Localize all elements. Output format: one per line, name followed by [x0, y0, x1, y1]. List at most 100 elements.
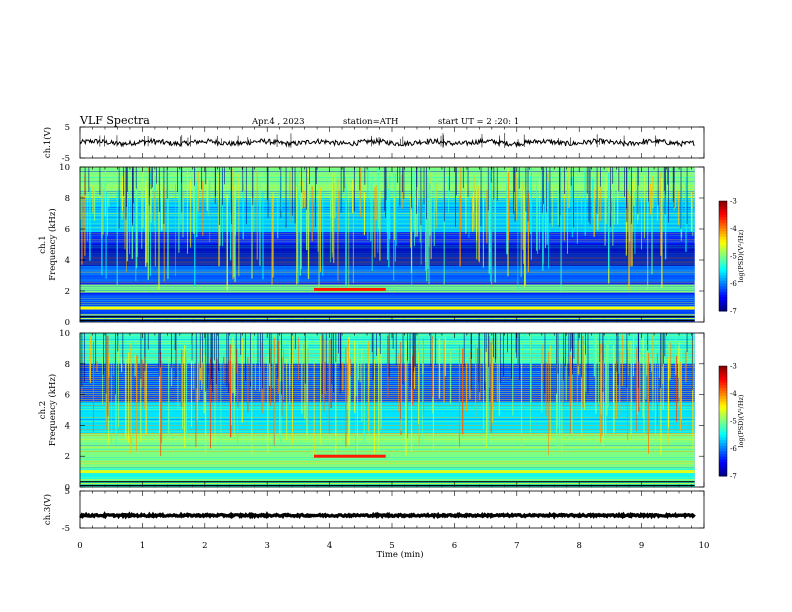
ch2-spectrogram-low-stripe [80, 482, 695, 485]
ch2-spectrogram-ytick-label: 8 [65, 360, 70, 370]
ch2-colorbar: -3 -4 -5 -6 -7 log(PSD)(V²/Hz) [718, 363, 745, 481]
ch1-spectrogram-colorbar-step [719, 275, 727, 279]
ch2-spectrogram-colorbar-step [719, 388, 727, 392]
ch1-spectrogram-colorbar-step [719, 250, 727, 254]
ch2-spectrogram-colorbar-tick: -4 [730, 390, 737, 398]
ch2-spectrogram-colorbar-step [719, 456, 727, 460]
ch1-waveform-ylabel: ch.1(V) [42, 127, 53, 158]
ch2-spectrogram-colorbar-frame [718, 365, 728, 477]
ch3-waveform-ytick-label: -5 [62, 524, 70, 534]
ch2-spectrogram-panel: 0 2 4 6 8 10 ch.2 Frequency (kHz) [38, 329, 705, 493]
ch1-spectrogram-colorbar-step [719, 269, 727, 273]
ch2-spectrogram-colorbar-step [719, 399, 727, 403]
x-tick-label: 9 [639, 541, 644, 551]
ch1-spectrogram-colorbar-step [719, 267, 727, 271]
ch1-spectrogram-colorbar-step [719, 291, 727, 295]
ch1-spectrogram-colorbar-step [719, 256, 727, 260]
ch2-spectrogram-colorbar-step [719, 404, 727, 408]
ch2-spectrogram-colorbar-step [719, 434, 727, 438]
ch1-spectrogram-colorbar-step [719, 201, 727, 205]
ch2-spectrogram-low-stripe [80, 481, 695, 483]
ch1-spectrogram-colorbar-step [719, 280, 727, 284]
ch2-spectrogram-colorbar-step [719, 390, 727, 394]
ch1-spectrogram-ytick-label: 8 [65, 194, 70, 204]
ch2-spectrogram-colorbar-step [719, 454, 727, 458]
station-label: station=ATH [343, 117, 398, 127]
ch1-spectrogram-colorbar-tick: -6 [730, 280, 737, 288]
ch2-spectrogram-colorbar-step [719, 412, 727, 416]
ch2-spectrogram-colorbar-step [719, 410, 727, 414]
ch1-spectrogram-colorbar-tick: -7 [730, 308, 737, 316]
ch1-spectrogram-colorbar-step [719, 206, 727, 210]
ch1-spectrogram-ytick-label: 10 [59, 163, 70, 173]
ch2-spectrogram-colorbar-step [719, 465, 727, 469]
ch1-spectrogram-colorbar-step [719, 242, 727, 246]
ch1-spectrogram-colorbar-frame [718, 200, 728, 312]
ch1-spectrogram-colorbar-step [719, 258, 727, 262]
ch1-spectrogram-colorbar-step [719, 236, 727, 240]
ch1-spectrogram-colorbar-label: log(PSD)(V²/Hz) [737, 229, 745, 282]
ch1-spectrogram-colorbar-step [719, 214, 727, 218]
ch2-spectrogram-colorbar-step [719, 448, 727, 452]
ch1-spectrogram-colorbar-step [719, 305, 727, 309]
ch1-spectrogram-colorbar-step [719, 239, 727, 243]
ch2-spectrogram-low-stripe [80, 484, 695, 487]
ch1-spectrogram-band [80, 284, 695, 293]
ch2-spectrogram-colorbar-tick: -6 [730, 445, 737, 453]
ch2-spectrogram-colorbar-step [719, 451, 727, 455]
ch3-waveform-frame [79, 490, 705, 529]
ch2-spectrogram-colorbar-step [719, 429, 727, 433]
ch1-spectrogram-colorbar-step [719, 308, 727, 312]
ch1-spectrogram-low-stripe [80, 316, 695, 318]
ch2-spectrogram-colorbar-step [719, 377, 727, 381]
ch2-spectrogram-colorbar-step [719, 467, 727, 471]
ch2-spectrogram-low-stripe [80, 479, 695, 481]
ch2-spectrogram-colorbar-step [719, 423, 727, 427]
ch2-spectrogram-colorbar-step [719, 459, 727, 463]
ch2-spectrogram-band [80, 433, 695, 469]
x-tick-label: 3 [264, 541, 269, 551]
x-tick-label: 5 [389, 541, 394, 551]
ch2-spectrogram-colorbar-step [719, 473, 727, 477]
ch1-spectrogram-ytick-label: 4 [65, 256, 70, 266]
ch1-spectrogram-colorbar-step [719, 272, 727, 276]
ch1-spectrogram-narrowband [314, 287, 386, 291]
ch2-spectrogram-ytick-label: 10 [59, 329, 70, 339]
ch1-spectrogram-colorbar-step [719, 300, 727, 304]
ch2-spectrogram-colorbar-step [719, 368, 727, 372]
ch1-spectrogram-colorbar-step [719, 231, 727, 235]
ch2-spectrogram-colorbar-step [719, 396, 727, 400]
ch1-spectrogram-panel: 0 2 4 6 8 10 ch.1 Frequency (kHz) [38, 163, 705, 328]
ch2-spectrogram-narrowband [314, 454, 386, 458]
x-tick-label: 10 [699, 541, 710, 551]
ch1-spectrogram-colorbar-step [719, 220, 727, 224]
ch1-spectrogram-colorbar-step [719, 286, 727, 290]
ch1-spectrogram-low-stripe [80, 314, 695, 316]
x-axis-label: Time (min) [376, 549, 423, 560]
ch2-spectrogram-colorbar-step [719, 374, 727, 378]
ch1-spectrogram-low-stripe [80, 317, 695, 320]
ch2-spectrogram-colorbar-step [719, 393, 727, 397]
x-tick-label: 0 [77, 541, 82, 551]
ch1-waveform-panel: 5 -5 ch.1(V) [42, 123, 705, 164]
ch2-spectrogram-colorbar-step [719, 445, 727, 449]
x-tick-label: 1 [140, 541, 145, 551]
x-tick-label: 4 [327, 541, 332, 551]
ch3-waveform-panel: 5 -5 ch.3(V) [42, 487, 705, 534]
ch2-spectrogram-colorbar-step [719, 443, 727, 447]
ch3-waveform-ytick-label: 5 [65, 487, 70, 497]
ch2-spectrogram-narrowband [80, 470, 695, 474]
ch1-spectrogram-colorbar-step [719, 278, 727, 282]
ch1-spectrogram-colorbar-step [719, 253, 727, 257]
ch2-spectrogram-colorbar-label: log(PSD)(V²/Hz) [737, 394, 745, 447]
ch2-spectrogram-colorbar-tick: -7 [730, 473, 737, 481]
ch1-spectrogram-colorbar-step [719, 261, 727, 265]
ch1-waveform-ytick-label: -5 [62, 154, 70, 164]
ch2-spectrogram-colorbar-step [719, 440, 727, 444]
ch2-spectrogram-ytick-label: 4 [65, 421, 70, 431]
ch2-spectrogram-ytick-label: 2 [65, 452, 70, 462]
ch1-spectrogram-ytick-label: 0 [65, 318, 70, 328]
ch1-spectrogram-colorbar-step [719, 217, 727, 221]
ch1-spectrogram-colorbar-step [719, 289, 727, 293]
